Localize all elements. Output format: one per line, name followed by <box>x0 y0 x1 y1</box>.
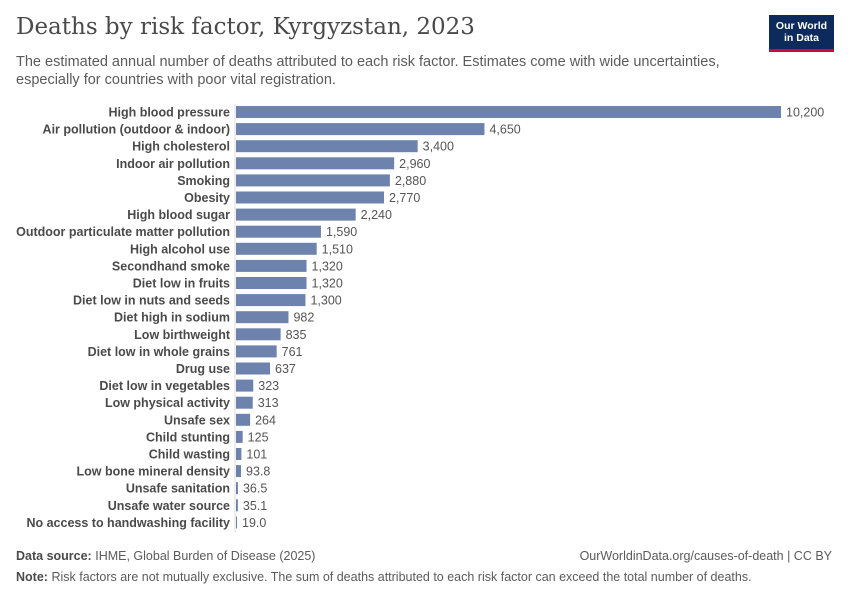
category-label: High cholesterol <box>132 140 230 154</box>
bar[interactable] <box>236 328 281 341</box>
category-label: Unsafe sex <box>164 413 230 427</box>
category-label: Obesity <box>184 191 230 205</box>
bar[interactable] <box>236 106 781 118</box>
value-label: 323 <box>258 379 279 393</box>
note-label: Note: <box>16 570 48 584</box>
bar[interactable] <box>236 430 243 443</box>
bar[interactable] <box>236 482 238 495</box>
value-label: 313 <box>258 396 279 410</box>
category-label: Low bone mineral density <box>77 465 231 479</box>
category-label: Unsafe sanitation <box>126 482 230 496</box>
category-label: Outdoor particulate matter pollution <box>16 225 230 239</box>
category-label: Air pollution (outdoor & indoor) <box>43 123 230 137</box>
category-label: Diet low in whole grains <box>88 345 230 359</box>
bar[interactable] <box>236 345 277 358</box>
bar[interactable] <box>236 516 238 529</box>
bar[interactable] <box>236 123 485 136</box>
category-label: No access to handwashing facility <box>26 516 230 530</box>
bar[interactable] <box>236 499 238 512</box>
category-label: Secondhand smoke <box>112 259 230 273</box>
value-label: 1,590 <box>326 225 357 239</box>
value-label: 10,200 <box>786 106 824 120</box>
bar[interactable] <box>236 174 390 187</box>
data-source-label: Data source: <box>16 549 92 563</box>
bar[interactable] <box>236 465 242 478</box>
value-label: 1,320 <box>312 259 343 273</box>
bar[interactable] <box>236 379 254 392</box>
value-label: 2,880 <box>395 174 426 188</box>
bar[interactable] <box>236 140 418 153</box>
value-label: 125 <box>248 430 269 444</box>
source-url-link[interactable]: OurWorldinData.org/causes-of-death | CC … <box>579 549 832 563</box>
chart-note: Note: Risk factors are not mutually excl… <box>16 570 752 584</box>
category-label: High alcohol use <box>130 242 230 256</box>
value-label: 4,650 <box>489 123 520 137</box>
value-label: 3,400 <box>423 140 454 154</box>
category-label: Low birthweight <box>134 328 231 342</box>
value-label: 93.8 <box>246 465 270 479</box>
value-label: 1,510 <box>322 242 353 256</box>
data-source-text: IHME, Global Burden of Disease (2025) <box>95 549 316 563</box>
chart-title: Deaths by risk factor, Kyrgyzstan, 2023 <box>16 14 475 40</box>
bar[interactable] <box>236 208 356 221</box>
category-label: Diet low in fruits <box>133 277 230 291</box>
value-label: 101 <box>246 448 267 462</box>
bar[interactable] <box>236 277 307 289</box>
logo-line-2: in Data <box>783 32 819 44</box>
value-label: 36.5 <box>243 482 267 496</box>
bar[interactable] <box>236 413 251 426</box>
owid-logo[interactable]: Our World in Data <box>769 15 834 52</box>
category-label: Indoor air pollution <box>116 157 230 171</box>
bar[interactable] <box>236 362 271 375</box>
value-label: 761 <box>282 345 303 359</box>
bar[interactable] <box>236 448 242 460</box>
bar[interactable] <box>236 225 321 238</box>
category-label: Low physical activity <box>105 396 230 410</box>
bar[interactable] <box>236 191 385 204</box>
category-label: Child wasting <box>149 448 230 462</box>
category-label: Diet high in sodium <box>114 311 230 325</box>
bar[interactable] <box>236 259 307 272</box>
category-label: Unsafe water source <box>108 499 230 513</box>
bar[interactable] <box>236 311 289 324</box>
category-label: Child stunting <box>146 430 230 444</box>
value-label: 835 <box>286 328 307 342</box>
bar[interactable] <box>236 294 306 307</box>
category-label: Diet low in nuts and seeds <box>73 294 230 308</box>
logo-line-1: Our World <box>775 20 828 32</box>
value-label: 637 <box>275 362 296 376</box>
value-label: 19.0 <box>242 516 266 530</box>
category-label: Smoking <box>177 174 230 188</box>
value-label: 1,320 <box>312 277 343 291</box>
category-label: Drug use <box>176 362 230 376</box>
value-label: 1,300 <box>310 294 341 308</box>
bar[interactable] <box>236 396 253 409</box>
data-source: Data source: IHME, Global Burden of Dise… <box>16 549 315 563</box>
value-label: 2,240 <box>361 208 392 222</box>
value-label: 35.1 <box>243 499 267 513</box>
note-text: Risk factors are not mutually exclusive.… <box>51 570 752 584</box>
chart-subtitle: The estimated annual number of deaths at… <box>16 54 720 88</box>
category-label: High blood pressure <box>108 106 230 120</box>
category-label: Diet low in vegetables <box>99 379 230 393</box>
category-label: High blood sugar <box>127 208 230 222</box>
value-label: 264 <box>255 413 276 427</box>
bar[interactable] <box>236 242 317 255</box>
bar-chart: High blood pressure 10,200 Air pollution (… <box>16 104 824 532</box>
value-label: 982 <box>293 311 314 325</box>
bar[interactable] <box>236 157 395 170</box>
value-label: 2,770 <box>389 191 420 205</box>
value-label: 2,960 <box>399 157 430 171</box>
